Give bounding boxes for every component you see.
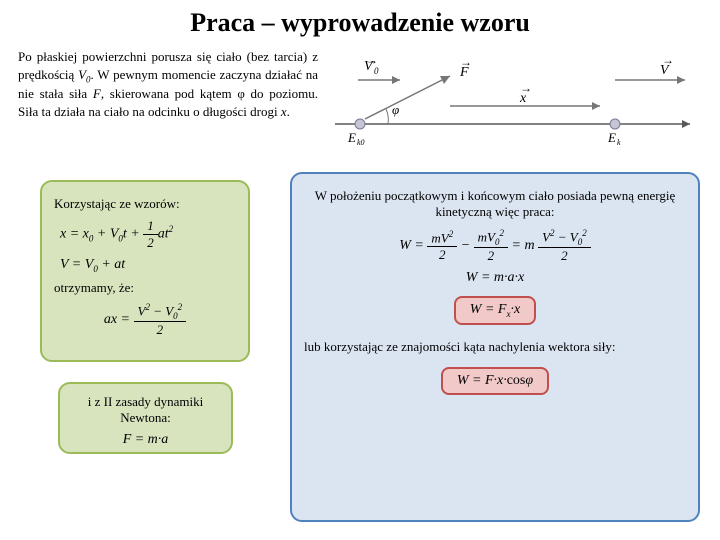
box2-lead: i z II zasady dynamiki Newtona: xyxy=(72,394,219,426)
svg-text:→: → xyxy=(662,54,674,67)
eq2-a: V xyxy=(81,257,93,272)
w1-n2sub: 0 xyxy=(495,237,500,247)
eq3-nbsub: 0 xyxy=(173,311,178,321)
red-box-2-wrap: W = F·x·cosφ xyxy=(304,363,686,399)
eq2-b: + at xyxy=(98,257,125,272)
intro-paragraph: Po płaskiej powierzchni porusza się ciał… xyxy=(18,48,318,120)
page-title: Praca – wyprowadzenie wzoru xyxy=(0,0,720,44)
intro-t4: . xyxy=(287,104,290,119)
red2-a: W = F·x· xyxy=(457,373,507,388)
w1-n1sup: 2 xyxy=(449,229,454,239)
svg-text:E: E xyxy=(607,130,616,145)
svg-text:0: 0 xyxy=(374,66,379,76)
w1-n3a: V xyxy=(542,229,550,244)
box3-eqW1: W = mV22 − mV022 = m V2 − V022 xyxy=(304,228,686,264)
w1-d3: 2 xyxy=(538,248,591,264)
box1-lead1: Korzystając ze wzorów: xyxy=(54,196,236,212)
w1-n3bsub: 0 xyxy=(578,237,583,247)
w1-n3b: − V xyxy=(555,229,578,244)
eq3-lhs: ax = xyxy=(104,312,134,327)
w1-minus: − xyxy=(461,238,474,253)
svg-text:→: → xyxy=(520,81,532,95)
red-box-1: W = Fx·x xyxy=(454,296,536,325)
eq1-d: at xyxy=(158,227,169,242)
box2-eq: F = m·a xyxy=(72,432,219,448)
eq3-den: 2 xyxy=(134,322,187,338)
red1-b: ·x xyxy=(510,302,520,317)
work-box: W położeniu początkowym i końcowym ciało… xyxy=(290,172,700,522)
red2-cos: cos xyxy=(507,373,526,388)
box1-eq2: V = V0 + at xyxy=(54,257,236,274)
box3-eqW2: W = m·a·x xyxy=(304,270,686,286)
w1-eq: = m xyxy=(512,238,535,253)
w1-n1: mV xyxy=(431,230,448,245)
box3-lead2: lub korzystając ze znajomości kąta nachy… xyxy=(304,339,686,355)
red-box-1-wrap: W = Fx·x xyxy=(304,292,686,329)
intro-v0: V xyxy=(78,67,86,82)
red2-phi: φ xyxy=(525,373,533,388)
formulas-box-1: Korzystając ze wzorów: x = x0 + V0t + 12… xyxy=(40,180,250,362)
eq1-frac-den: 2 xyxy=(143,235,158,251)
eq1-frac-num: 1 xyxy=(143,218,158,235)
formulas-box-2: i z II zasady dynamiki Newtona: F = m·a xyxy=(58,382,233,454)
svg-text:k0: k0 xyxy=(357,138,365,146)
red-box-2: W = F·x·cosφ xyxy=(441,367,549,395)
intro-F: F xyxy=(93,86,101,101)
box1-eq1: x = x0 + V0t + 12at2 xyxy=(54,218,236,251)
box3-lead1: W położeniu początkowym i końcowym ciało… xyxy=(304,188,686,220)
box1-lead2: otrzymamy, że: xyxy=(54,280,236,296)
box1-eq3: ax = V2 − V02 2 xyxy=(54,302,236,338)
svg-text:→: → xyxy=(366,54,378,67)
eq1-b: + V xyxy=(93,227,118,242)
w1-n2sup: 2 xyxy=(500,228,505,238)
eq1-dsup: 2 xyxy=(169,224,174,234)
svg-text:E: E xyxy=(347,130,356,145)
eq3-nbsup: 2 xyxy=(178,302,183,312)
eq1-lhs: x = xyxy=(60,227,79,242)
eq3-nb: − V xyxy=(150,303,173,318)
svg-text:→: → xyxy=(460,55,472,69)
physics-diagram: V 0 → F → φ x → V → E k0 E k xyxy=(330,54,700,146)
eq2-lhs: V = xyxy=(60,257,81,272)
w1-d2: 2 xyxy=(474,248,508,264)
w1-d1: 2 xyxy=(427,247,457,263)
eq1-c: t + xyxy=(123,227,143,242)
w1-n2: mV xyxy=(478,229,495,244)
red1-a: W = F xyxy=(470,302,507,317)
svg-text:φ: φ xyxy=(392,102,399,117)
svg-text:k: k xyxy=(617,138,621,146)
w1-n3bsup: 2 xyxy=(582,228,587,238)
w1-lhs: W = xyxy=(399,238,427,253)
